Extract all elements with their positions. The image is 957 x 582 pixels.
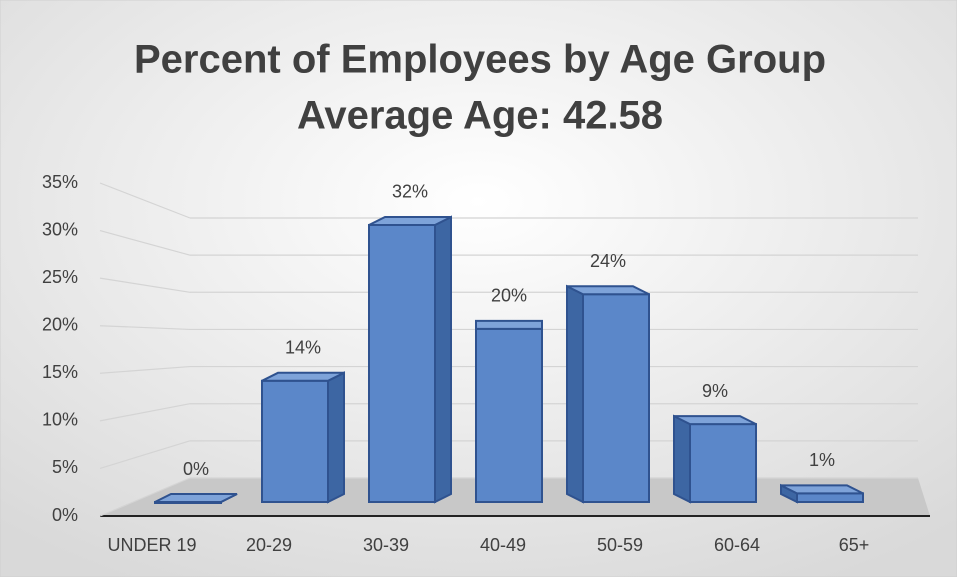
side-grid-line xyxy=(99,440,191,470)
x-tick-label: 60-64 xyxy=(714,535,760,555)
bar-top xyxy=(673,415,757,426)
bar-side xyxy=(434,215,452,504)
value-label: 0% xyxy=(183,459,209,479)
side-grid-line xyxy=(99,403,191,422)
x-tick-label: 20-29 xyxy=(246,535,292,555)
side-grid-line xyxy=(99,277,191,293)
bar-side xyxy=(327,371,345,504)
x-tick-label: 30-39 xyxy=(363,535,409,555)
side-grid-line xyxy=(99,325,191,331)
bar xyxy=(796,492,864,504)
value-label: 1% xyxy=(809,450,835,470)
y-tick-label: 30% xyxy=(42,219,78,239)
x-tick-label: 65+ xyxy=(839,535,870,555)
bar xyxy=(368,223,436,503)
bar xyxy=(582,293,650,503)
bar-top xyxy=(780,484,864,495)
value-label: 24% xyxy=(590,251,626,271)
x-tick-label: 40-49 xyxy=(480,535,526,555)
x-tick-label: 50-59 xyxy=(597,535,643,555)
value-label: 20% xyxy=(491,286,527,306)
value-label: 9% xyxy=(702,381,728,401)
bar-top xyxy=(261,371,345,382)
bar xyxy=(261,379,329,503)
bar-top xyxy=(154,493,238,503)
x-tick-label: UNDER 19 xyxy=(107,535,196,555)
bar-top xyxy=(368,215,452,226)
side-grid-line xyxy=(99,365,191,374)
bar-top xyxy=(475,319,543,330)
bar-side xyxy=(673,414,691,504)
value-label: 14% xyxy=(285,338,321,358)
y-tick-label: 0% xyxy=(52,505,78,525)
y-tick-label: 5% xyxy=(52,457,78,477)
side-grid-line xyxy=(99,477,191,517)
bar xyxy=(475,327,543,503)
y-tick-label: 35% xyxy=(42,172,78,192)
chart-title: Percent of Employees by Age Group xyxy=(134,38,826,82)
y-tick-label: 25% xyxy=(42,267,78,287)
bar xyxy=(689,423,757,504)
bar-top xyxy=(566,285,650,296)
y-tick-label: 10% xyxy=(42,410,78,430)
y-tick-label: 15% xyxy=(42,362,78,382)
y-tick-label: 20% xyxy=(42,314,78,334)
side-grid-line xyxy=(99,182,191,219)
bar-side xyxy=(566,284,584,504)
value-label: 32% xyxy=(392,182,428,202)
side-grid-line xyxy=(99,229,191,256)
chart-subtitle: Average Age: 42.58 xyxy=(297,94,663,138)
